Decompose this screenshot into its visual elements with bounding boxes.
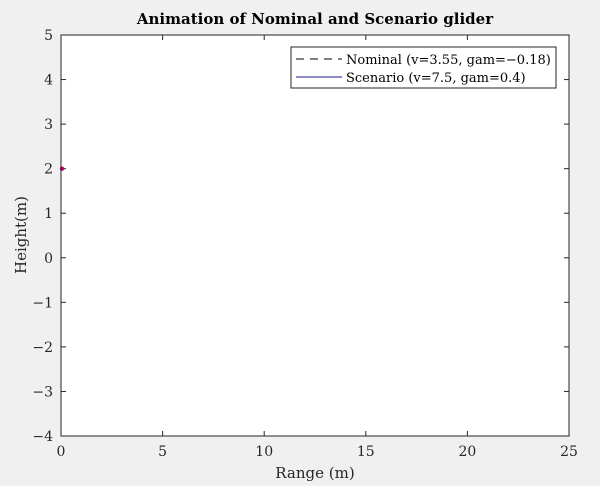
glider-position-marker	[59, 166, 65, 171]
y-tick-label: 5	[44, 28, 53, 44]
legend: Nominal (v=3.55, gam=−0.18) Scenario (v=…	[290, 46, 557, 89]
x-tick-label: 10	[255, 444, 273, 460]
plot-area	[61, 35, 569, 436]
y-tick-label: −3	[32, 384, 53, 400]
y-tick-label: 0	[44, 251, 53, 267]
y-tick-label: 2	[44, 162, 53, 178]
y-tick-label: 4	[44, 73, 53, 89]
legend-label-nominal: Nominal (v=3.55, gam=−0.18)	[346, 53, 551, 68]
y-tick-label: −4	[32, 429, 53, 445]
x-tick-label: 25	[560, 444, 578, 460]
x-tick-label: 20	[458, 444, 476, 460]
y-axis-label: Height(m)	[12, 196, 30, 274]
x-tick-label: 15	[357, 444, 375, 460]
x-tick-label: 0	[57, 444, 66, 460]
series-layer	[59, 166, 65, 171]
y-tick-label: −2	[32, 340, 53, 356]
chart-title: Animation of Nominal and Scenario glider	[136, 10, 494, 28]
y-tick-label: 1	[44, 206, 53, 222]
x-axis-label: Range (m)	[275, 464, 354, 482]
axes-box	[60, 34, 570, 437]
legend-box	[290, 46, 557, 89]
y-tick-label: −1	[32, 295, 53, 311]
x-axis-ticks: 0 5 10 15 20 25	[57, 35, 578, 460]
y-tick-label: 3	[44, 117, 53, 133]
x-tick-label: 5	[158, 444, 167, 460]
legend-label-scenario: Scenario (v=7.5, gam=0.4)	[346, 71, 526, 86]
